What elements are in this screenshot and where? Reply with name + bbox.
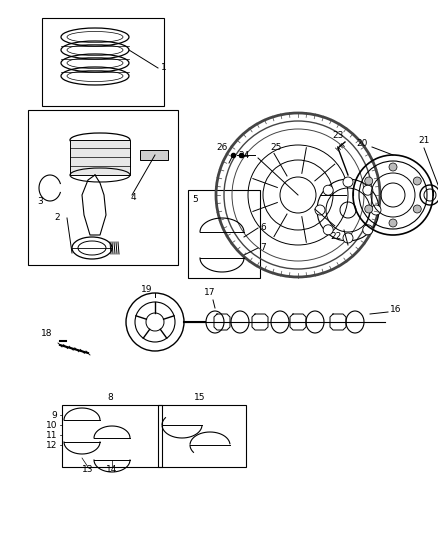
Bar — [62, 405, 162, 467]
Text: 22: 22 — [331, 232, 342, 241]
Bar — [158, 405, 246, 467]
Text: 23: 23 — [332, 131, 344, 140]
Bar — [42, 18, 164, 106]
Circle shape — [343, 177, 353, 187]
Text: 8: 8 — [107, 393, 113, 402]
Text: 14: 14 — [106, 465, 118, 474]
Circle shape — [365, 205, 373, 213]
Text: 16: 16 — [390, 305, 402, 314]
Circle shape — [363, 185, 373, 195]
Text: 6: 6 — [260, 223, 266, 232]
Bar — [140, 150, 168, 160]
Bar — [188, 190, 260, 278]
Text: 7: 7 — [260, 244, 266, 253]
Text: 9: 9 — [51, 410, 57, 419]
Circle shape — [389, 163, 397, 171]
Text: 19: 19 — [141, 285, 153, 294]
Text: 4: 4 — [130, 193, 136, 203]
Text: 10: 10 — [46, 421, 57, 430]
Circle shape — [323, 185, 333, 195]
Bar — [70, 140, 130, 175]
Circle shape — [323, 225, 333, 235]
Text: 25: 25 — [270, 143, 281, 152]
Text: 24: 24 — [239, 150, 250, 159]
Text: 11: 11 — [46, 431, 57, 440]
Text: 13: 13 — [82, 465, 94, 474]
Text: 17: 17 — [204, 288, 216, 297]
Circle shape — [363, 225, 373, 235]
Circle shape — [413, 205, 421, 213]
Text: 2: 2 — [54, 214, 60, 222]
Text: 12: 12 — [46, 440, 57, 449]
Circle shape — [413, 177, 421, 185]
Text: 18: 18 — [41, 329, 53, 338]
Text: 15: 15 — [194, 393, 206, 402]
Circle shape — [315, 205, 325, 215]
Text: 26: 26 — [216, 143, 228, 152]
Bar — [28, 110, 178, 265]
Text: 21: 21 — [418, 136, 430, 145]
Text: 3: 3 — [37, 198, 43, 206]
Circle shape — [389, 219, 397, 227]
Text: 20: 20 — [357, 140, 368, 149]
Circle shape — [365, 177, 373, 185]
Text: 1: 1 — [161, 63, 167, 72]
Circle shape — [371, 205, 381, 215]
Circle shape — [343, 233, 353, 243]
Text: 5: 5 — [192, 195, 198, 204]
